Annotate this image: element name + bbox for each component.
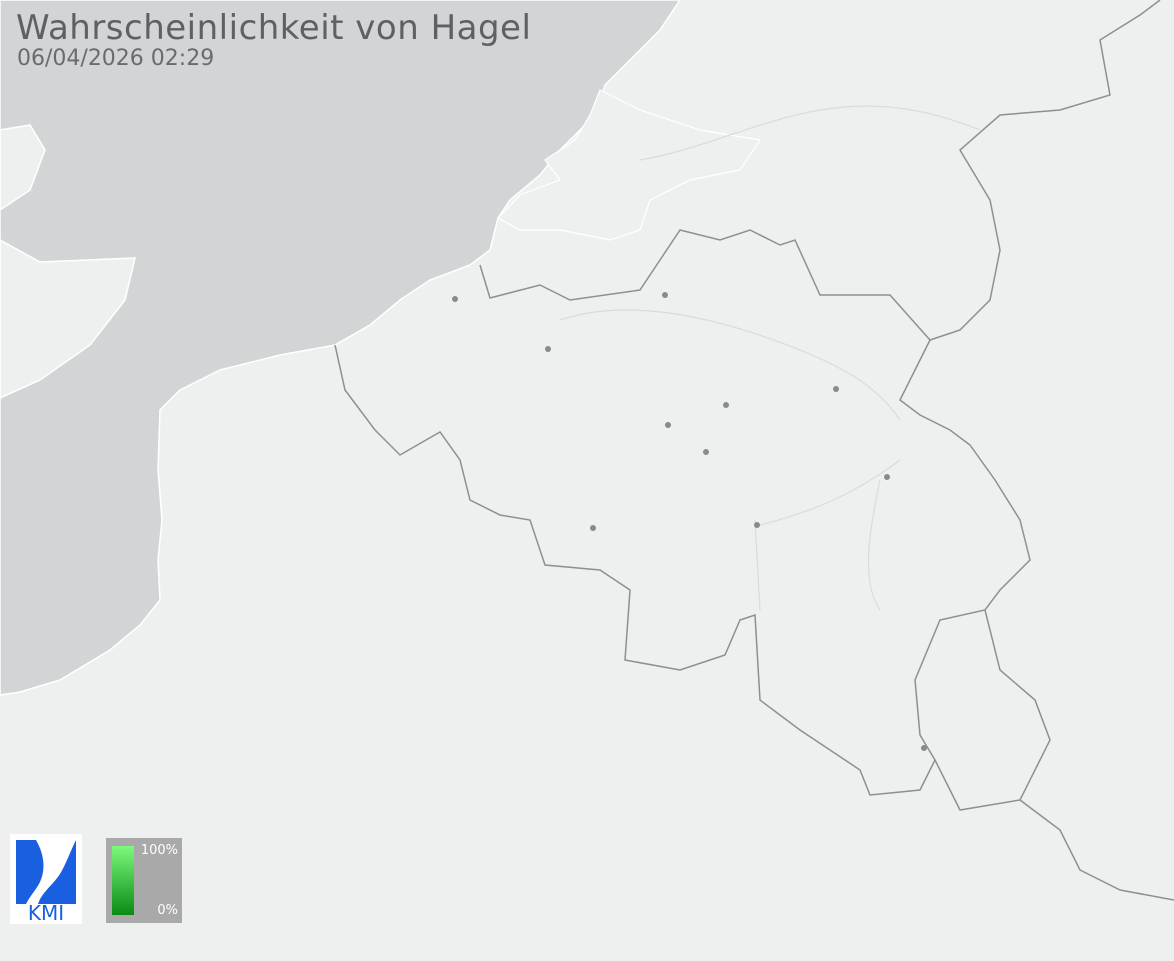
city-dot[interactable] bbox=[452, 296, 458, 302]
rivers bbox=[559, 105, 981, 611]
city-dot[interactable] bbox=[545, 346, 551, 352]
england-coast bbox=[0, 239, 136, 399]
city-dot[interactable] bbox=[833, 386, 839, 392]
city-dot[interactable] bbox=[884, 474, 890, 480]
city-dot[interactable] bbox=[754, 522, 760, 528]
map-timestamp: 06/04/2026 02:29 bbox=[17, 46, 215, 71]
netherlands-germany-border bbox=[929, 0, 1161, 341]
map-title: Wahrscheinlichkeit von Hagel bbox=[16, 8, 532, 48]
germany-france-border bbox=[1019, 799, 1174, 901]
kmi-logo-icon: KMI bbox=[16, 840, 76, 925]
luxembourg-border bbox=[934, 609, 1051, 811]
svg-text:KMI: KMI bbox=[28, 901, 64, 924]
city-dot[interactable] bbox=[662, 292, 668, 298]
city-dot[interactable] bbox=[723, 402, 729, 408]
legend-max-label: 100% bbox=[140, 843, 178, 858]
legend-color-bar bbox=[112, 846, 134, 915]
legend-min-label: 0% bbox=[157, 903, 178, 918]
probability-legend: 100% 0% bbox=[106, 838, 182, 923]
belgium-border bbox=[334, 229, 1031, 796]
city-dot[interactable] bbox=[665, 422, 671, 428]
kmi-logo: KMI bbox=[10, 834, 82, 925]
england-north bbox=[0, 124, 46, 211]
city-markers bbox=[452, 292, 927, 751]
zeeland-islands bbox=[497, 89, 762, 241]
city-dot[interactable] bbox=[703, 449, 709, 455]
city-dot[interactable] bbox=[590, 525, 596, 531]
city-dot[interactable] bbox=[921, 745, 927, 751]
